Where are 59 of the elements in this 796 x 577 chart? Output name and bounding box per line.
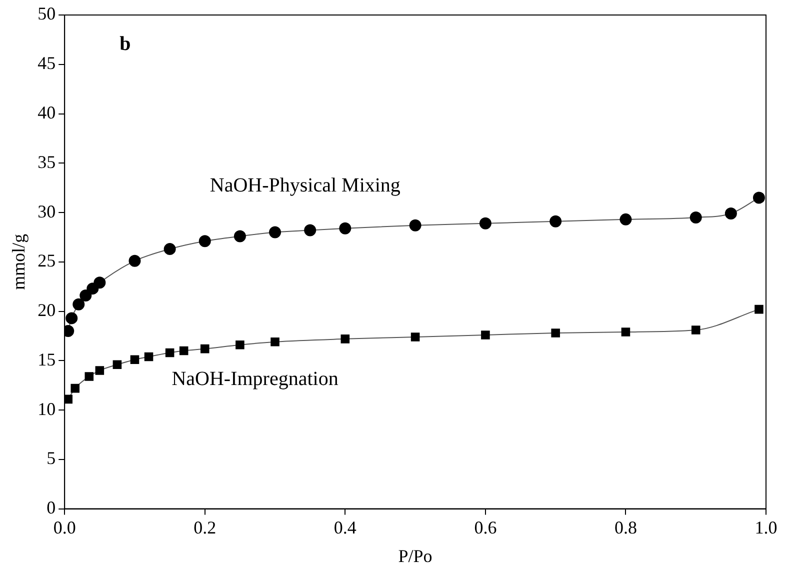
- x-tick-label: 0.8: [614, 517, 637, 538]
- series-label: NaOH-Physical Mixing: [210, 174, 400, 197]
- point: [550, 215, 562, 228]
- y-tick-label: 40: [38, 102, 56, 122]
- x-tick-label: 0.6: [474, 517, 497, 538]
- point: [754, 304, 764, 314]
- y-tick-label: 10: [38, 398, 56, 419]
- y-axis-title: mmol/g: [8, 234, 29, 290]
- point: [128, 254, 141, 267]
- annotation: b: [120, 33, 131, 56]
- point: [112, 360, 122, 369]
- point: [304, 224, 316, 236]
- point: [621, 328, 630, 336]
- point: [479, 217, 492, 230]
- x-tick-label: 0.0: [53, 517, 76, 538]
- point: [64, 394, 72, 404]
- point: [130, 355, 140, 364]
- point: [270, 338, 280, 346]
- x-axis-title: P/Po: [398, 546, 432, 566]
- point: [340, 334, 350, 344]
- point: [339, 222, 352, 234]
- point: [72, 298, 85, 310]
- point: [80, 289, 92, 302]
- point: [691, 326, 700, 334]
- x-tick-label: 0.2: [194, 517, 216, 538]
- point: [144, 352, 154, 362]
- y-tick-label: 50: [38, 4, 56, 24]
- point: [410, 332, 420, 342]
- point: [66, 312, 78, 324]
- point: [70, 384, 80, 393]
- point: [409, 219, 422, 232]
- point: [551, 328, 560, 338]
- point: [95, 366, 104, 375]
- y-tick-label: 35: [38, 152, 56, 172]
- point: [481, 330, 490, 340]
- point: [84, 372, 94, 381]
- point: [724, 208, 737, 220]
- x-tick-label: 1.0: [754, 517, 778, 538]
- y-tick-label: 25: [38, 250, 56, 271]
- x-tick-label: 0.4: [334, 517, 356, 538]
- point: [200, 344, 210, 354]
- y-tick-label: 15: [38, 349, 56, 370]
- point: [165, 348, 174, 358]
- point: [236, 340, 244, 350]
- y-tick-label: 30: [38, 201, 56, 222]
- point: [179, 346, 188, 356]
- point: [164, 243, 176, 256]
- point: [752, 192, 765, 204]
- point: [690, 211, 702, 224]
- y-tick-label: 20: [38, 300, 56, 320]
- point: [198, 235, 211, 248]
- y-tick-label: 5: [46, 448, 56, 468]
- point: [234, 230, 246, 242]
- y-tick-label: 45: [38, 53, 56, 74]
- point: [620, 213, 632, 226]
- series-label: NaOH-Impregnation: [172, 368, 338, 390]
- point: [269, 226, 282, 238]
- y-tick-label: 0: [46, 498, 56, 518]
- point: [94, 276, 106, 289]
